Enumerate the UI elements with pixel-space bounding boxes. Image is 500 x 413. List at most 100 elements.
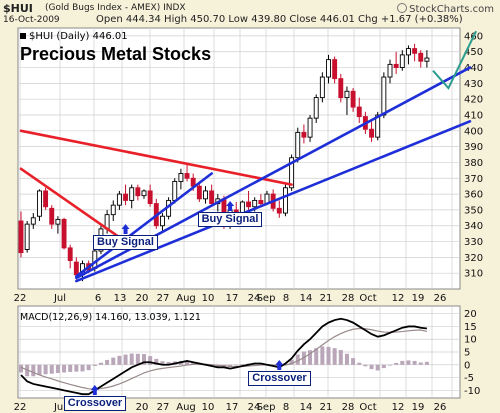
- candle-down: [418, 52, 424, 62]
- macd-histogram-bar: [80, 364, 85, 372]
- macd-histogram-bar: [117, 355, 122, 365]
- candle-up: [37, 190, 42, 217]
- candle-up: [375, 114, 381, 138]
- macd-x-tick-label: 20: [136, 402, 149, 413]
- macd-histogram-bar: [234, 364, 239, 366]
- macd-y-tick-label: 10: [464, 335, 477, 346]
- price-y-tick-label: 380: [464, 158, 483, 169]
- candle-up: [424, 57, 430, 62]
- price-x-tick-label: 24: [248, 293, 261, 304]
- macd-histogram-bar: [142, 354, 146, 365]
- candle-up: [307, 117, 313, 138]
- macd-x-tick-label: 22: [14, 402, 27, 413]
- macd-histogram-bar: [388, 364, 392, 366]
- signal-arrow-icon: [90, 385, 99, 395]
- candle-down: [184, 173, 190, 179]
- macd-histogram-bar: [160, 361, 165, 365]
- macd-histogram-bar: [320, 346, 325, 365]
- price-x-tick-label: 14: [300, 293, 313, 304]
- candle-up: [141, 190, 147, 197]
- red-trendline: [19, 129, 293, 186]
- macd-x-tick-label: 24: [248, 402, 261, 413]
- macd-histogram-bar: [74, 364, 79, 372]
- macd-histogram-bar: [62, 364, 67, 373]
- candle-up: [24, 223, 30, 250]
- macd-x-tick-label: 19: [412, 402, 425, 413]
- candle-up: [252, 199, 258, 208]
- candle-down: [393, 63, 399, 68]
- candle-down: [43, 190, 49, 208]
- macd-x-tick-label: 17: [226, 402, 239, 413]
- projection-line: [432, 30, 477, 90]
- brand-label: StockCharts.com: [409, 4, 494, 15]
- macd-histogram-bar: [19, 364, 23, 373]
- price-y-tick-label: 350: [464, 205, 483, 216]
- price-x-tick-label: Aug: [176, 293, 196, 304]
- candle-up: [406, 48, 411, 56]
- macd-histogram-bar: [129, 353, 134, 365]
- macd-histogram-bar: [98, 362, 103, 365]
- candle-up: [178, 173, 184, 182]
- candle-up: [55, 218, 61, 225]
- macd-histogram-bar: [295, 354, 300, 365]
- macd-histogram-bar: [308, 350, 313, 365]
- candle-up: [289, 157, 295, 189]
- macd-histogram-bar: [357, 362, 362, 365]
- macd-histogram-bar: [412, 360, 417, 365]
- price-x-tick-label: Sep: [257, 293, 276, 304]
- signal-arrow-icon: [121, 224, 130, 234]
- candle-up: [116, 193, 122, 206]
- macd-histogram-bar: [406, 360, 411, 365]
- macd-y-tick-label: 20: [464, 309, 477, 320]
- price-y-tick-label: 450: [464, 47, 483, 58]
- macd-histogram-bar: [55, 364, 60, 373]
- candle-up: [129, 187, 135, 201]
- macd-x-tick-label: 12: [392, 402, 405, 413]
- stockcharts-logo-icon: [397, 3, 408, 13]
- macd-x-tick-label: Aug: [176, 402, 196, 413]
- price-legend: $HUI (Daily) 446.01: [20, 31, 128, 42]
- price-x-tick-label: 19: [412, 293, 425, 304]
- price-x-tick-label: 8: [283, 293, 289, 304]
- blue-trendline: [75, 172, 213, 278]
- chart-title: Precious Metal Stocks: [20, 44, 212, 64]
- macd-histogram-bar: [43, 364, 48, 375]
- price-x-tick-label: 21: [320, 293, 333, 304]
- candle-up: [30, 217, 36, 225]
- macd-histogram-bar: [369, 364, 374, 370]
- macd-x-tick-label: 14: [300, 402, 313, 413]
- candle-down: [258, 199, 264, 205]
- macd-histogram-bar: [154, 358, 159, 365]
- macd-histogram-bar: [105, 359, 110, 365]
- macd-y-tick-label: -10: [464, 386, 480, 397]
- candle-down: [338, 78, 344, 99]
- macd-histogram-bar: [289, 359, 294, 365]
- brand-link[interactable]: StockCharts.com: [397, 3, 494, 15]
- candle-up: [313, 97, 319, 119]
- price-y-tick-label: 440: [464, 63, 483, 74]
- price-y-tick-label: 420: [464, 95, 483, 106]
- macd-histogram-bar: [92, 364, 97, 367]
- macd-histogram-bar: [363, 364, 368, 367]
- macd-histogram-bar: [381, 364, 386, 369]
- candle-down: [412, 48, 418, 54]
- macd-x-tick-label: Jul: [53, 402, 66, 413]
- macd-signal-line: [20, 327, 428, 390]
- macd-histogram-bar: [394, 362, 399, 365]
- price-x-tick-label: 20: [136, 293, 149, 304]
- candle-down: [18, 220, 24, 254]
- signal-arrow-icon: [275, 360, 284, 370]
- macd-y-tick-label: 15: [464, 322, 477, 333]
- macd-histogram-bar: [111, 357, 116, 365]
- price-y-tick-label: 330: [464, 237, 483, 248]
- macd-histogram-bar: [326, 346, 331, 365]
- macd-y-tick-label: 0: [464, 360, 470, 371]
- price-x-tick-label: 10: [202, 293, 215, 304]
- buy-signal-callout: Buy Signal: [93, 235, 158, 250]
- macd-x-tick-label: 8: [283, 402, 289, 413]
- price-y-tick-label: 320: [464, 253, 483, 264]
- buy-signal-callout: Buy Signal: [197, 212, 263, 227]
- candle-down: [369, 128, 374, 138]
- candle-up: [283, 187, 288, 214]
- macd-histogram-bar: [314, 348, 319, 365]
